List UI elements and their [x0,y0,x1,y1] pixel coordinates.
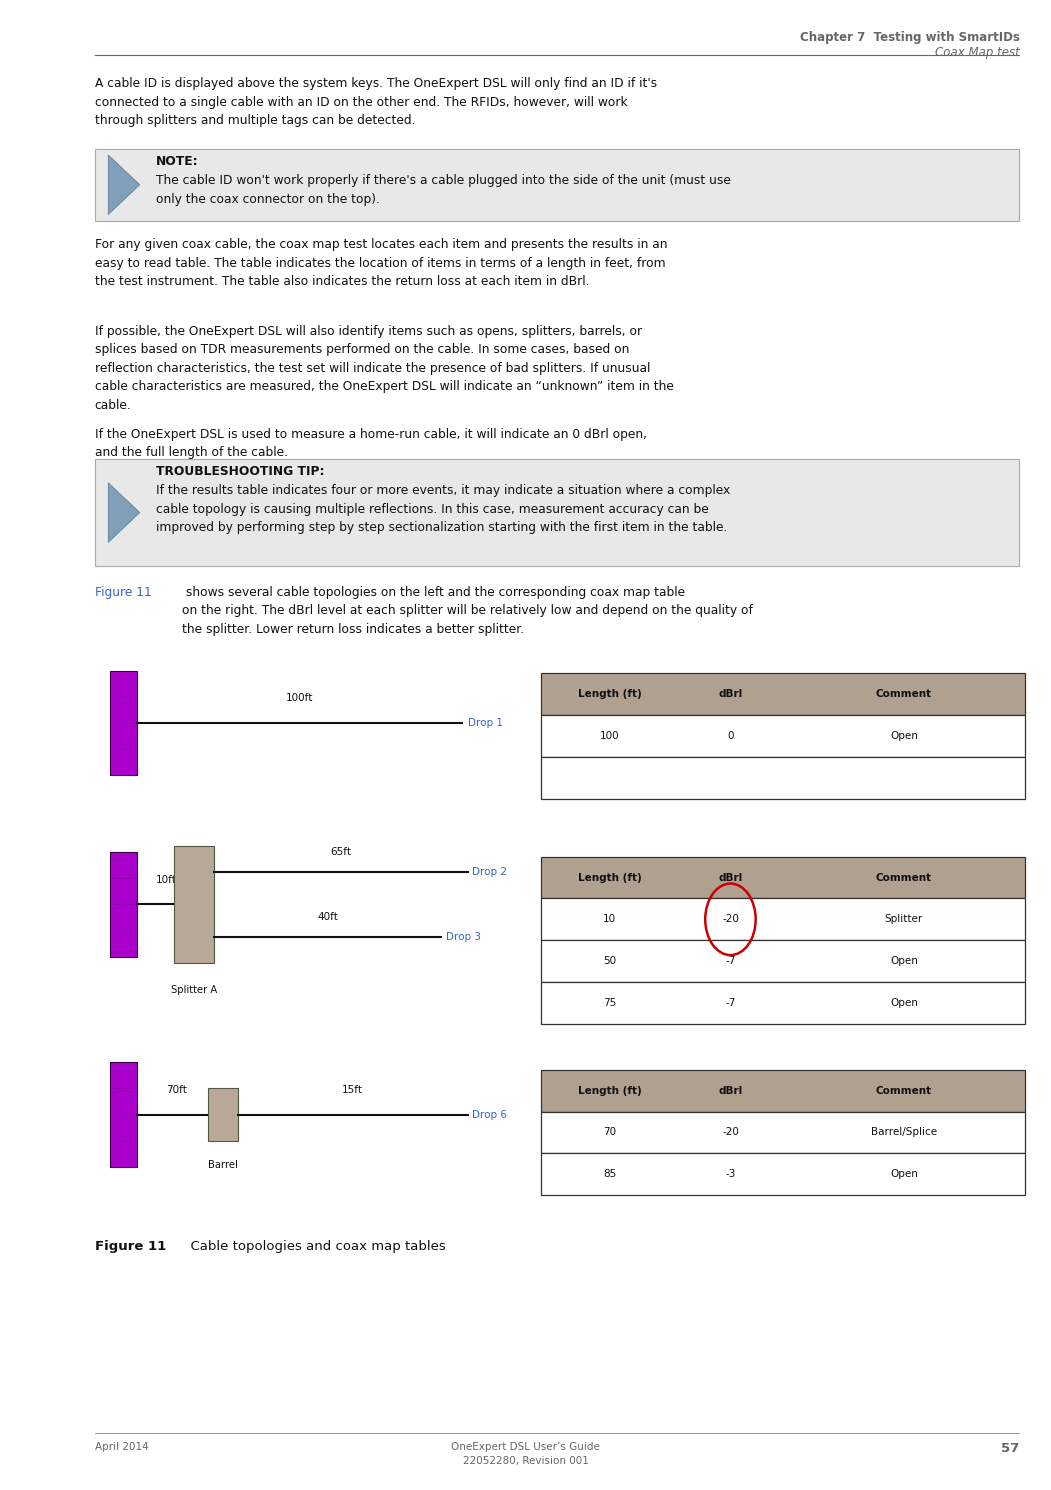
Text: 70ft: 70ft [166,1085,187,1095]
Text: -3: -3 [725,1170,736,1179]
Text: dBrl: dBrl [718,873,743,882]
Text: 65ft: 65ft [331,846,351,857]
Text: Length (ft): Length (ft) [578,690,641,699]
Text: 10ft: 10ft [156,875,177,885]
Text: Length (ft): Length (ft) [578,1086,641,1095]
Bar [208,1088,238,1141]
Text: -20: -20 [722,915,739,924]
Text: -7: -7 [725,957,736,966]
Text: OneExpert DSL User’s Guide
22052280, Revision 001: OneExpert DSL User’s Guide 22052280, Rev… [451,1442,600,1466]
Text: The cable ID won't work properly if there's a cable plugged into the side of the: The cable ID won't work properly if ther… [156,174,730,206]
Text: 40ft: 40ft [317,912,338,922]
Text: 0: 0 [727,732,734,741]
Text: April 2014: April 2014 [95,1442,148,1453]
Text: -7: -7 [725,998,736,1007]
Text: Figure 11: Figure 11 [95,1240,166,1253]
Bar [541,1112,1025,1153]
Text: Open: Open [890,957,918,966]
Polygon shape [108,483,140,542]
Text: NOTE:: NOTE: [156,155,199,168]
Text: Cable topologies and coax map tables: Cable topologies and coax map tables [182,1240,446,1253]
Bar [110,1062,137,1167]
Text: 70: 70 [603,1128,616,1137]
Bar [110,852,137,957]
Text: TROUBLESHOOTING TIP:: TROUBLESHOOTING TIP: [156,465,324,478]
Text: If possible, the OneExpert DSL will also identify items such as opens, splitters: If possible, the OneExpert DSL will also… [95,325,674,411]
Bar [541,673,1025,715]
Polygon shape [108,155,140,215]
Text: Comment: Comment [875,1086,932,1095]
Text: Coax Map test: Coax Map test [934,46,1019,60]
Bar [110,670,137,775]
Text: Figure 11: Figure 11 [95,586,151,599]
Text: Drop 2: Drop 2 [472,867,507,878]
Bar [541,982,1025,1024]
Text: 57: 57 [1002,1442,1019,1456]
Text: dBrl: dBrl [718,690,743,699]
Text: If the OneExpert DSL is used to measure a home-run cable, it will indicate an 0 : If the OneExpert DSL is used to measure … [95,428,646,459]
Text: Chapter 7  Testing with SmartIDs: Chapter 7 Testing with SmartIDs [800,31,1019,45]
Text: Open: Open [890,1170,918,1179]
Text: dBrl: dBrl [718,1086,743,1095]
Bar [541,715,1025,757]
Text: Barrel: Barrel [208,1159,238,1170]
Bar [541,1153,1025,1195]
Text: A cable ID is displayed above the system keys. The OneExpert DSL will only find : A cable ID is displayed above the system… [95,77,657,128]
Text: Splitter: Splitter [885,915,923,924]
Text: Comment: Comment [875,690,932,699]
Text: Open: Open [890,998,918,1007]
Bar [541,1070,1025,1112]
Text: For any given coax cable, the coax map test locates each item and presents the r: For any given coax cable, the coax map t… [95,238,667,289]
Text: If the results table indicates four or more events, it may indicate a situation : If the results table indicates four or m… [156,484,729,535]
Bar [541,757,1025,799]
Text: 10: 10 [603,915,616,924]
Bar [95,459,1019,566]
Text: 100: 100 [600,732,619,741]
Bar [174,846,214,963]
Text: Comment: Comment [875,873,932,882]
Bar [95,149,1019,221]
Text: Drop 6: Drop 6 [472,1110,507,1119]
Text: Splitter A: Splitter A [171,985,218,995]
Text: 15ft: 15ft [343,1085,363,1095]
Text: Drop 1: Drop 1 [468,718,502,727]
Bar [541,898,1025,940]
Bar [541,940,1025,982]
Text: 50: 50 [603,957,616,966]
Text: Drop 3: Drop 3 [446,931,480,942]
Text: Open: Open [890,732,918,741]
Text: shows several cable topologies on the left and the corresponding coax map table
: shows several cable topologies on the le… [182,586,753,636]
Text: 85: 85 [603,1170,616,1179]
Text: 100ft: 100ft [286,693,313,703]
Text: 75: 75 [603,998,616,1007]
Text: Barrel/Splice: Barrel/Splice [871,1128,936,1137]
Text: -20: -20 [722,1128,739,1137]
Bar [541,857,1025,898]
Text: Length (ft): Length (ft) [578,873,641,882]
